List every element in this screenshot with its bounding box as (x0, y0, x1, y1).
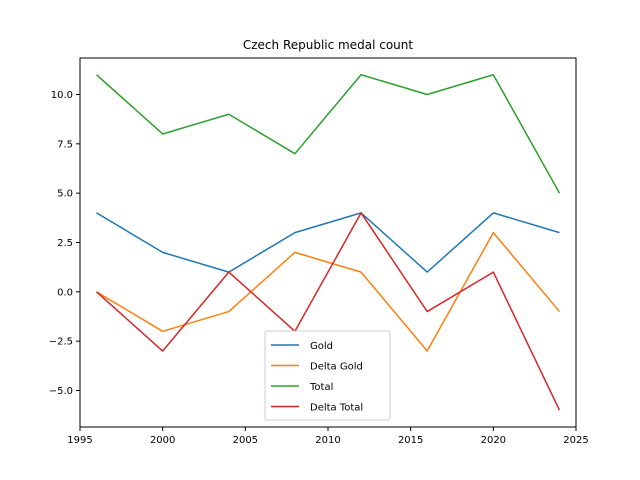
y-tick-label: 0.0 (57, 287, 73, 298)
x-tick-label: 2005 (233, 435, 258, 446)
series-line-4 (96, 212, 561, 411)
series-line-3 (96, 74, 561, 194)
legend-label: Delta Gold (310, 362, 363, 373)
y-tick-label: 10.0 (51, 90, 73, 101)
y-tick-label: 2.5 (57, 238, 73, 249)
x-axis: 1995 2000 2005 2010 2015 2020 2025 (67, 427, 589, 446)
x-tick-label: 2025 (563, 435, 588, 446)
x-tick-label: 2010 (315, 435, 340, 446)
x-tick-label: 1995 (67, 435, 92, 446)
legend-label: Delta Total (310, 403, 363, 414)
y-tick-label: −2.5 (49, 337, 73, 348)
x-tick-label: 2015 (398, 435, 423, 446)
x-tick-label: 2020 (481, 435, 506, 446)
legend-box (264, 330, 391, 421)
y-tick-label: −5.0 (49, 386, 73, 397)
legend-label: Total (309, 382, 333, 393)
y-axis: −5.0 −2.5 0.0 2.5 5.0 7.5 10.0 (49, 90, 80, 397)
x-tick-label: 2000 (150, 435, 175, 446)
legend-label: Gold (310, 341, 333, 352)
legend: Gold Delta Gold Total Delta Total (264, 330, 391, 421)
y-tick-label: 5.0 (57, 189, 73, 200)
chart-title: Czech Republic medal count (243, 38, 414, 52)
y-tick-label: 7.5 (57, 139, 73, 150)
series-line-1 (96, 212, 560, 273)
series-line-2 (96, 231, 561, 352)
plot-lines (96, 74, 561, 411)
